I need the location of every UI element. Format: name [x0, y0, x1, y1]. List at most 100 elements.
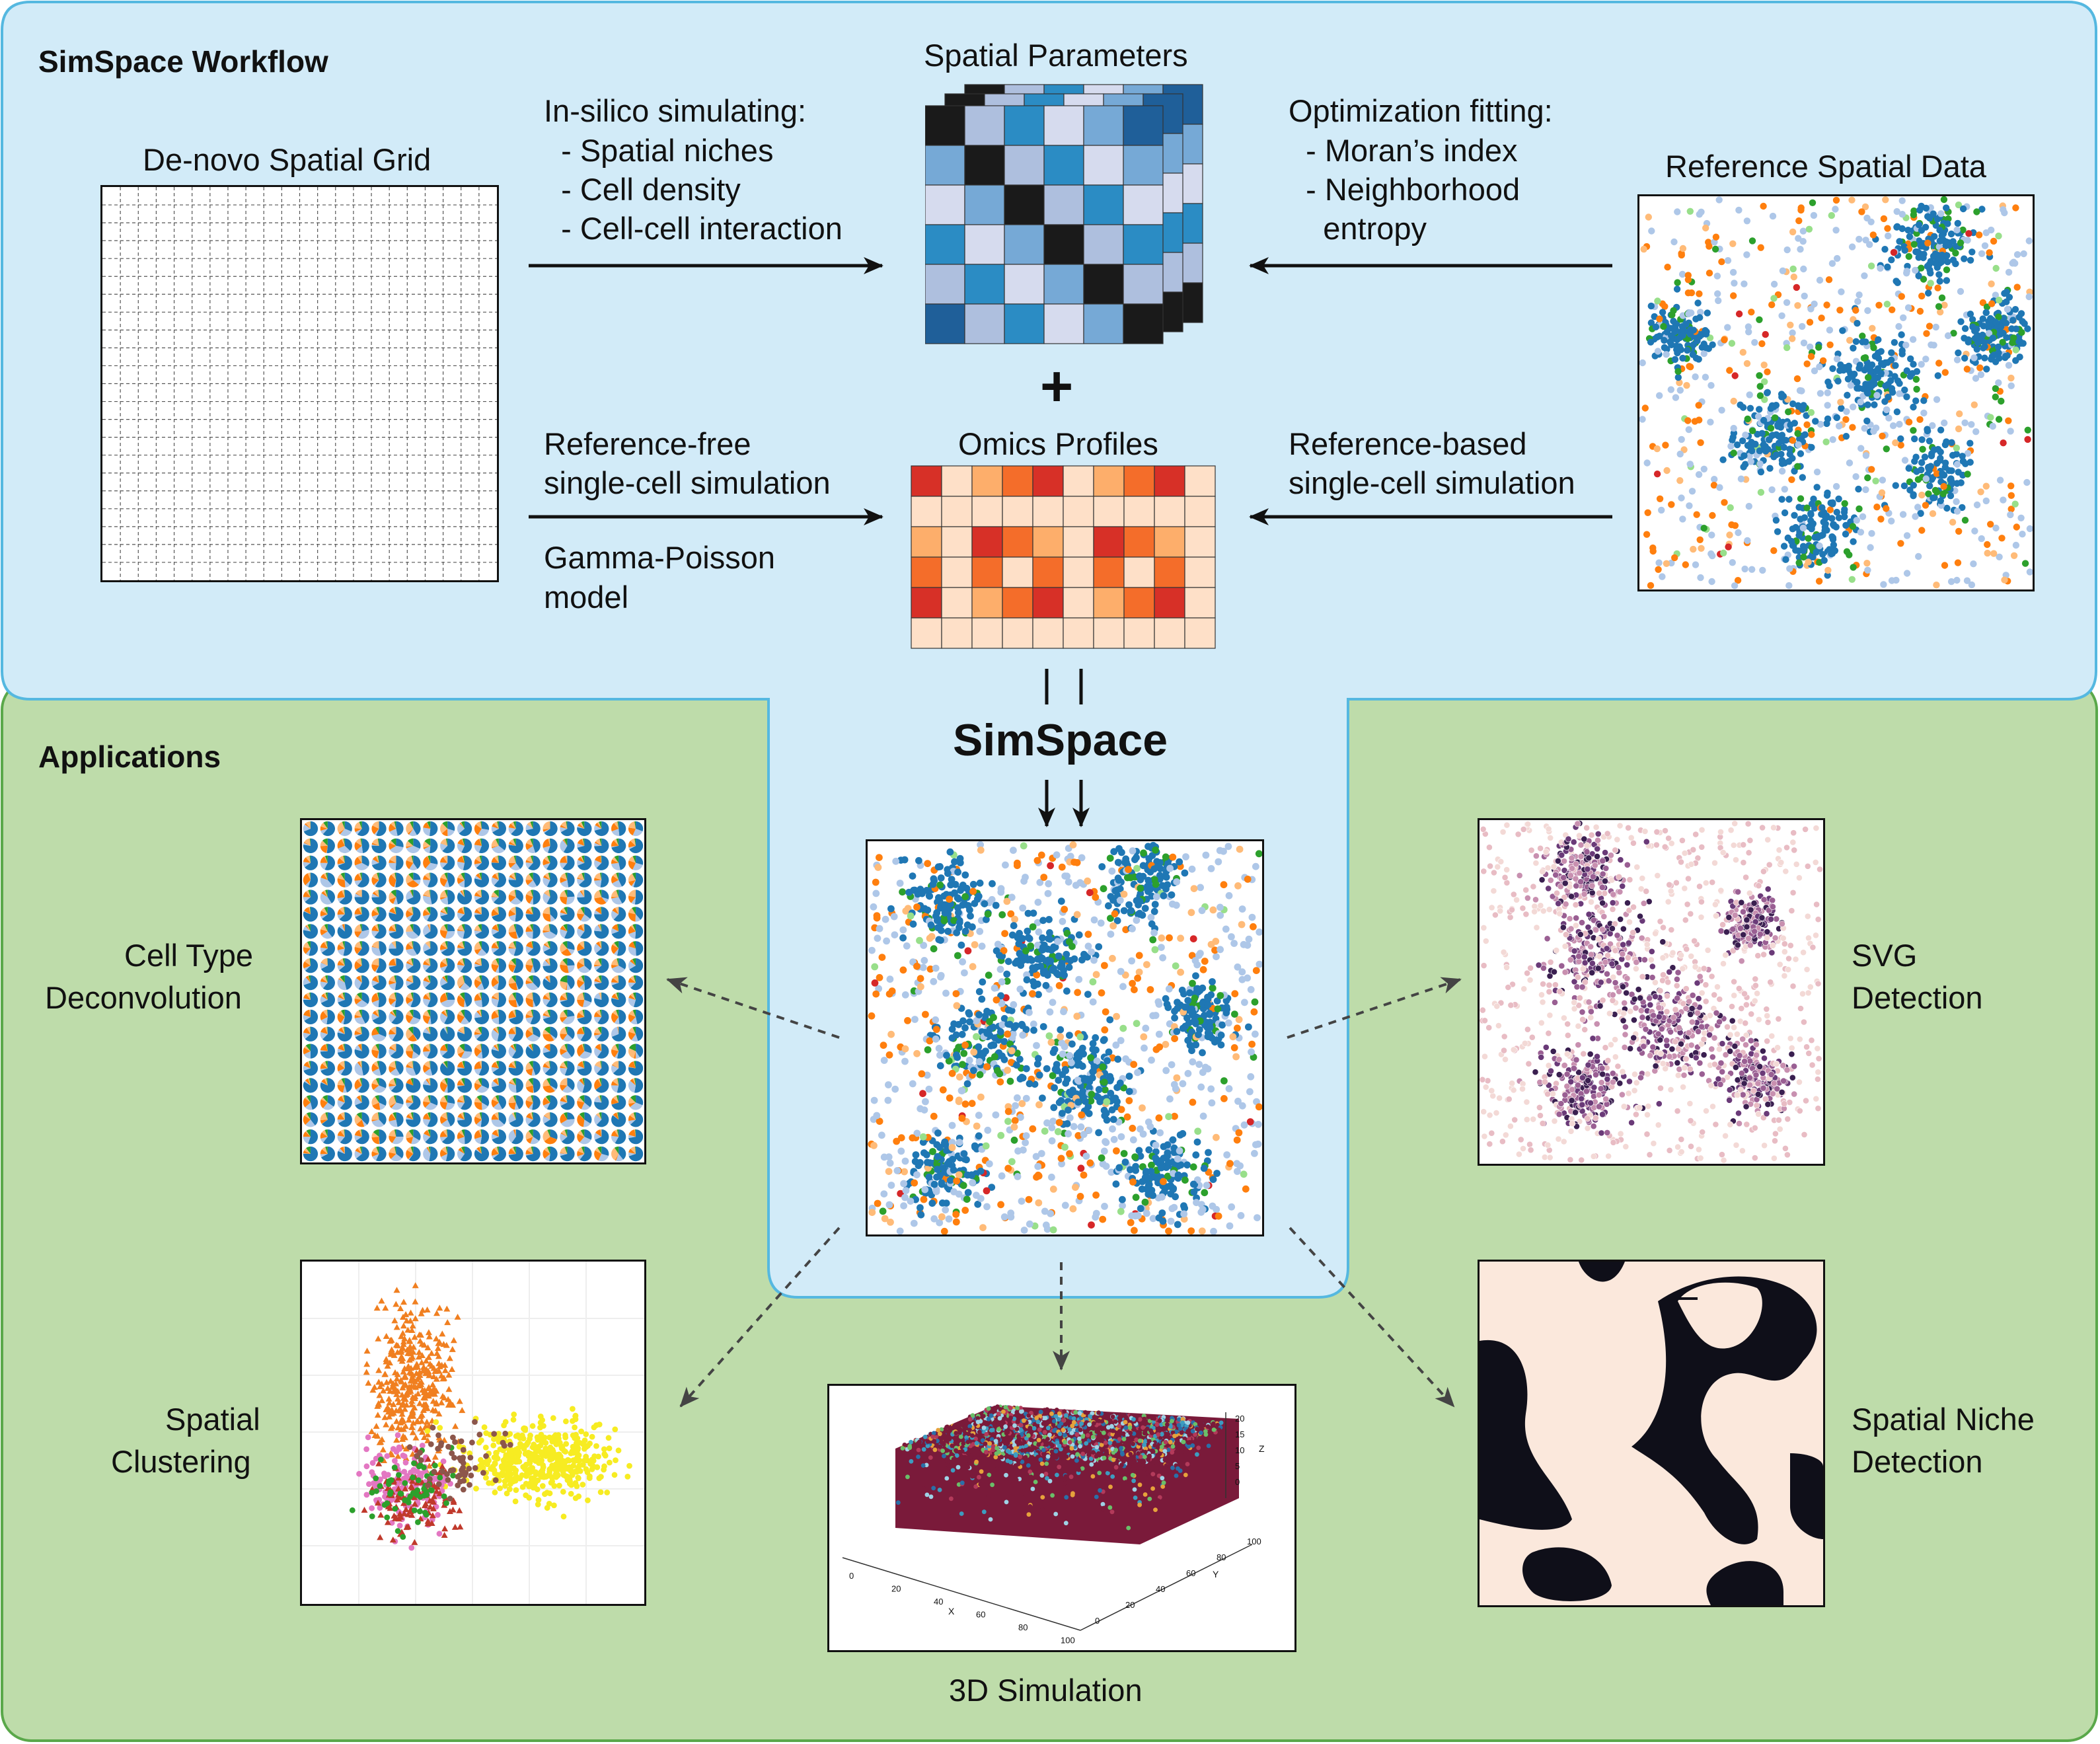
pie-slice — [475, 924, 490, 939]
pie-slice — [391, 999, 396, 1007]
simulated-cell-point — [1004, 1067, 1012, 1074]
pie-slice — [457, 930, 465, 939]
pie-slice — [344, 821, 352, 832]
pie-slice — [413, 880, 421, 885]
simulated-cell-point — [901, 1168, 908, 1176]
reference-cell-point — [1961, 517, 1969, 524]
simulated-cell-point — [953, 1177, 961, 1185]
simulated-cell-point — [1180, 1215, 1188, 1223]
simulated-cell-point — [1225, 891, 1233, 899]
reference-cell-point — [1953, 508, 1961, 515]
deconvolution-pie — [320, 941, 335, 956]
deconvolution-pie — [474, 992, 490, 1008]
reference-cell-point — [1694, 337, 1701, 344]
reference-cell-point — [2007, 374, 2015, 382]
reference-cell-point — [1676, 450, 1684, 458]
deconvolution-pie — [389, 855, 404, 870]
matrix-cell — [1123, 224, 1164, 265]
reference-cell-point — [1847, 382, 1855, 389]
reference-cell-point — [1744, 415, 1751, 423]
pie-slice — [303, 966, 311, 971]
deconvolution-pie — [337, 890, 352, 905]
pie-slice — [423, 822, 431, 829]
simulated-cell-point — [1177, 1161, 1185, 1169]
simulated-cell-point — [901, 1045, 909, 1053]
pie-slice — [611, 993, 619, 1000]
reference-cell-point — [2013, 523, 2020, 531]
simulated-cell-point — [1190, 1188, 1198, 1196]
simulated-cell-point — [1059, 1110, 1066, 1117]
reference-cell-point — [1943, 204, 1950, 211]
pie-slice — [632, 855, 636, 863]
pie-slice — [457, 843, 465, 853]
pie-slice — [616, 838, 619, 846]
reference-cell-point — [1929, 422, 1936, 430]
pie-slice — [474, 925, 482, 932]
pie-slice — [577, 843, 585, 848]
pie-slice — [427, 821, 431, 829]
pie-slice — [461, 907, 465, 915]
deconvolution-pie — [320, 890, 335, 905]
simulated-cell-point — [1184, 997, 1192, 1005]
reference-cell-point — [1866, 241, 1873, 248]
simulated-cell-point — [1072, 1184, 1079, 1191]
pie-slice — [510, 821, 516, 829]
pie-slice — [596, 941, 602, 949]
pie-slice — [430, 890, 438, 905]
simulated-cell-point — [1145, 1181, 1153, 1188]
reference-cell-point — [1805, 225, 1813, 233]
pie-slice — [493, 890, 506, 905]
reference-cell-point — [1990, 550, 1998, 557]
simulated-cell-point — [1193, 1199, 1200, 1207]
reference-cell-point — [1934, 445, 1942, 453]
reference-cell-point — [1653, 333, 1661, 341]
pie-slice — [407, 975, 414, 983]
pie-slice — [457, 929, 465, 932]
reference-cell-point — [1953, 451, 1960, 458]
pie-slice — [440, 910, 448, 915]
simulated-cell-point — [983, 1063, 991, 1071]
pie-slice — [444, 975, 448, 983]
deconvolution-pie — [320, 924, 335, 939]
deconvolution-pie — [406, 941, 421, 956]
simulated-cell-point — [1049, 1226, 1057, 1234]
omics-cell — [1063, 556, 1094, 588]
reference-cell-point — [1873, 392, 1881, 399]
pie-slice — [389, 859, 396, 863]
pie-slice — [320, 845, 328, 853]
simulated-cell-point — [1174, 999, 1181, 1006]
simulated-cell-point — [930, 1180, 938, 1188]
deconvolution-pie — [457, 907, 472, 922]
reference-cell-point — [1955, 469, 1962, 476]
reference-cell-point — [1789, 265, 1797, 273]
pie-slice — [371, 893, 379, 897]
pie-slice — [344, 890, 345, 897]
reference-cell-point — [1746, 404, 1754, 412]
pie-slice — [560, 912, 568, 916]
pie-slice — [543, 943, 550, 949]
pie-slice — [635, 924, 644, 939]
pie-slice — [508, 827, 516, 835]
deconvolution-pie — [320, 907, 335, 922]
simulated-cell-point — [954, 868, 961, 876]
pie-slice — [309, 838, 311, 846]
pie-slice — [564, 838, 568, 846]
pie-slice — [425, 942, 431, 949]
simulated-cell-point — [959, 1061, 966, 1069]
pie-slice — [396, 890, 404, 905]
reference-cell-point — [1848, 576, 1856, 583]
pie-slice — [327, 958, 328, 966]
simulated-cell-point — [1201, 958, 1209, 965]
deconvolution-pie — [337, 821, 352, 837]
pie-slice — [579, 941, 585, 949]
simulated-cell-point — [979, 1224, 987, 1231]
reference-cell-point — [1937, 426, 1945, 434]
pie-slice — [428, 855, 431, 863]
deconvolution-pie — [611, 924, 626, 939]
pie-slice — [344, 838, 352, 851]
reference-cell-point — [1757, 244, 1764, 251]
deconvolution-pie — [337, 975, 352, 991]
simulated-cell-point — [874, 934, 881, 942]
deconvolution-pie — [354, 907, 369, 922]
reference-cell-point — [1756, 392, 1764, 399]
